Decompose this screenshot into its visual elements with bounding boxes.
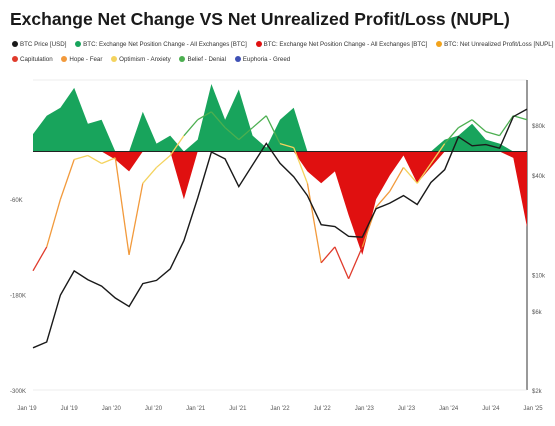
x-axis-tick-label: Jul '24 — [482, 406, 500, 412]
legend-label: Optimism - Anxiety — [119, 56, 171, 63]
nupl-segment — [403, 167, 418, 184]
nupl-segment — [513, 115, 528, 121]
legend-dot — [12, 41, 18, 47]
nupl-segment — [183, 119, 199, 137]
x-axis-tick-label: Jan '23 — [355, 406, 375, 412]
nupl-segment — [485, 131, 500, 137]
legend-item[interactable]: BTC Price [USD] — [12, 40, 66, 49]
legend-dot — [12, 56, 18, 62]
legend-label: Hope - Fear — [69, 56, 103, 63]
legend-dot — [61, 56, 68, 62]
x-axis-tick-label: Jul '23 — [398, 406, 416, 412]
right-axis-tick-label: $80k — [532, 124, 546, 130]
exchange-inflow-area — [33, 84, 527, 152]
x-axis-tick-label: Jan '20 — [102, 406, 122, 412]
x-axis-tick-label: Jan '19 — [17, 406, 37, 412]
nupl-segment — [32, 246, 48, 272]
x-axis-tick-label: Jul '22 — [314, 406, 332, 412]
right-axis-tick-label: $6k — [532, 310, 543, 316]
x-axis-tick-label: Jul '21 — [229, 406, 247, 412]
nupl-segment — [73, 154, 89, 161]
legend-dot — [179, 56, 186, 62]
x-axis-tick-label: Jan '25 — [523, 406, 543, 412]
legend-label: BTC: Exchange Net Position Change - All … — [83, 41, 247, 48]
nupl-segment — [252, 115, 267, 129]
nupl-segment — [499, 115, 514, 137]
nupl-segment — [59, 159, 75, 200]
nupl-segment — [197, 111, 212, 121]
right-axis-tick-label: $40k — [532, 174, 546, 180]
legend-item[interactable]: Euphoria - Greed — [234, 55, 291, 64]
legend-item[interactable]: BTC: Exchange Net Position Change - All … — [75, 40, 247, 49]
nupl-segment — [458, 119, 473, 129]
nupl-segment — [265, 115, 281, 144]
nupl-segment — [375, 190, 391, 208]
x-axis-tick-label: Jan '22 — [270, 406, 290, 412]
left-axis-tick-label: -180K — [10, 294, 26, 300]
nupl-segment — [142, 167, 157, 184]
x-axis-tick-label: Jan '24 — [439, 406, 459, 412]
btc-price-line — [32, 108, 528, 349]
nupl-segment — [114, 157, 130, 255]
nupl-segment — [430, 143, 446, 164]
legend-label: Capitulation — [20, 56, 53, 63]
legend-label: BTC: Exchange Net Position Change - All … — [263, 41, 428, 48]
nupl-segment — [128, 183, 144, 255]
legend-dot — [255, 41, 262, 47]
nupl-segment — [320, 246, 336, 264]
chart-title: Exchange Net Change VS Net Unrealized Pr… — [10, 9, 510, 29]
legend: BTC Price [USD] BTC: Exchange Net Positi… — [12, 40, 553, 70]
x-axis-tick-label: Jul '19 — [61, 406, 79, 412]
nupl-segment — [101, 157, 116, 165]
legend-dot — [111, 56, 118, 62]
x-axis-tick-label: Jan '21 — [186, 406, 206, 412]
nupl-segment — [46, 199, 62, 248]
legend-label: Belief - Denial — [187, 56, 227, 63]
legend-item[interactable]: Belief - Denial — [179, 55, 226, 64]
legend-row-2: Capitulation Hope - Fear Optimism - Anxi… — [12, 55, 552, 64]
right-axis-tick-label: $10k — [532, 273, 546, 279]
nupl-segment — [471, 119, 487, 133]
nupl-segment — [444, 127, 459, 145]
nupl-segment — [348, 246, 363, 279]
legend-label: Euphoria - Greed — [242, 56, 291, 63]
left-axis-tick-label: -300K — [10, 389, 26, 395]
nupl-segment — [306, 183, 322, 263]
right-axis-tick-label: $2k — [532, 389, 543, 395]
nupl-segment — [156, 155, 171, 168]
legend-item[interactable]: BTC: Net Unrealized Profit/Loss [NUPL] — [436, 40, 553, 49]
nupl-segment — [224, 127, 240, 141]
legend-item[interactable]: Hope - Fear — [61, 55, 102, 64]
legend-item[interactable]: Capitulation — [12, 55, 53, 64]
legend-dot — [75, 41, 82, 47]
exchange-outflow-area — [33, 151, 527, 255]
nupl-segment — [169, 135, 185, 156]
nupl-segment — [87, 154, 102, 165]
legend-label: BTC Price [USD] — [20, 41, 67, 48]
left-axis-tick-label: -60K — [10, 198, 23, 204]
x-axis-tick-label: Jul '20 — [145, 406, 163, 412]
nupl-segment — [416, 163, 432, 184]
legend-label: BTC: Net Unrealized Profit/Loss [NUPL] — [444, 41, 554, 48]
legend-dot — [436, 41, 443, 47]
nupl-segment — [334, 246, 350, 279]
legend-item[interactable]: Optimism - Anxiety — [111, 55, 171, 64]
nupl-segment — [389, 167, 405, 192]
nupl-segment — [279, 142, 294, 149]
nupl-segment — [238, 127, 253, 141]
legend-item[interactable]: BTC: Exchange Net Position Change - All … — [255, 40, 428, 49]
nupl-segment — [293, 147, 309, 184]
legend-row-1: BTC Price [USD] BTC: Exchange Net Positi… — [12, 40, 553, 49]
nupl-segment — [210, 111, 226, 129]
legend-dot — [234, 56, 241, 62]
